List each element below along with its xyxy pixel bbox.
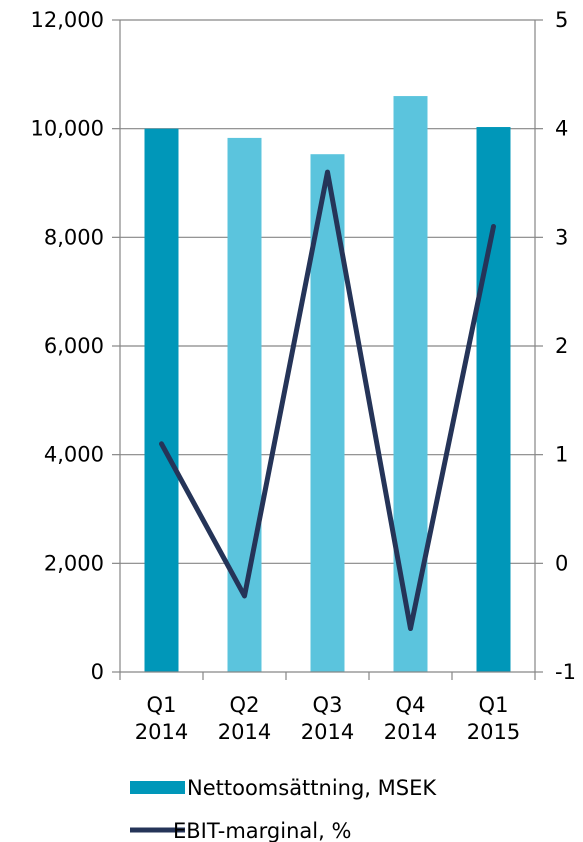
right-tick-label: 0 xyxy=(555,551,568,575)
left-tick-label: 2,000 xyxy=(44,551,104,575)
left-tick-label: 0 xyxy=(91,660,104,684)
legend-bar-swatch xyxy=(130,781,185,794)
x-tick-label: Q3 2014 xyxy=(301,693,354,744)
x-tick-label: Q1 2014 xyxy=(135,693,188,744)
left-tick-label: 10,000 xyxy=(31,117,104,141)
bar-5 xyxy=(476,127,511,672)
left-tick-label: 4,000 xyxy=(44,443,104,467)
left-tick-label: 8,000 xyxy=(44,225,104,249)
bar-series xyxy=(144,96,511,673)
x-tick-label: Q4 2014 xyxy=(384,693,437,744)
bar-1 xyxy=(144,128,179,672)
legend-line-label: EBIT-marginal, % xyxy=(173,819,351,842)
left-tick-label: 6,000 xyxy=(44,334,104,358)
bar-4 xyxy=(393,96,428,673)
right-tick-label: 4 xyxy=(555,117,568,141)
left-axis-ticks: 0 2,000 4,000 6,000 8,000 10,000 12,000 xyxy=(31,8,120,684)
x-axis-ticks: Q1 2014 Q2 2014 Q3 2014 Q4 2014 Q1 2015 xyxy=(119,672,536,744)
right-tick-label: 5 xyxy=(555,8,568,32)
right-tick-label: 2 xyxy=(555,334,568,358)
legend: Nettoomsättning, MSEK EBIT-marginal, % xyxy=(130,776,437,842)
right-tick-label: 3 xyxy=(555,225,568,249)
right-tick-label: -1 xyxy=(555,660,576,684)
right-tick-label: 1 xyxy=(555,443,568,467)
x-tick-label: Q1 2015 xyxy=(467,693,520,744)
legend-bar-label: Nettoomsättning, MSEK xyxy=(187,776,437,800)
x-tick-label: Q2 2014 xyxy=(218,693,271,744)
right-axis-ticks: -1 0 1 2 3 4 5 xyxy=(535,8,576,684)
line-series xyxy=(159,169,496,632)
left-tick-label: 12,000 xyxy=(31,8,104,32)
